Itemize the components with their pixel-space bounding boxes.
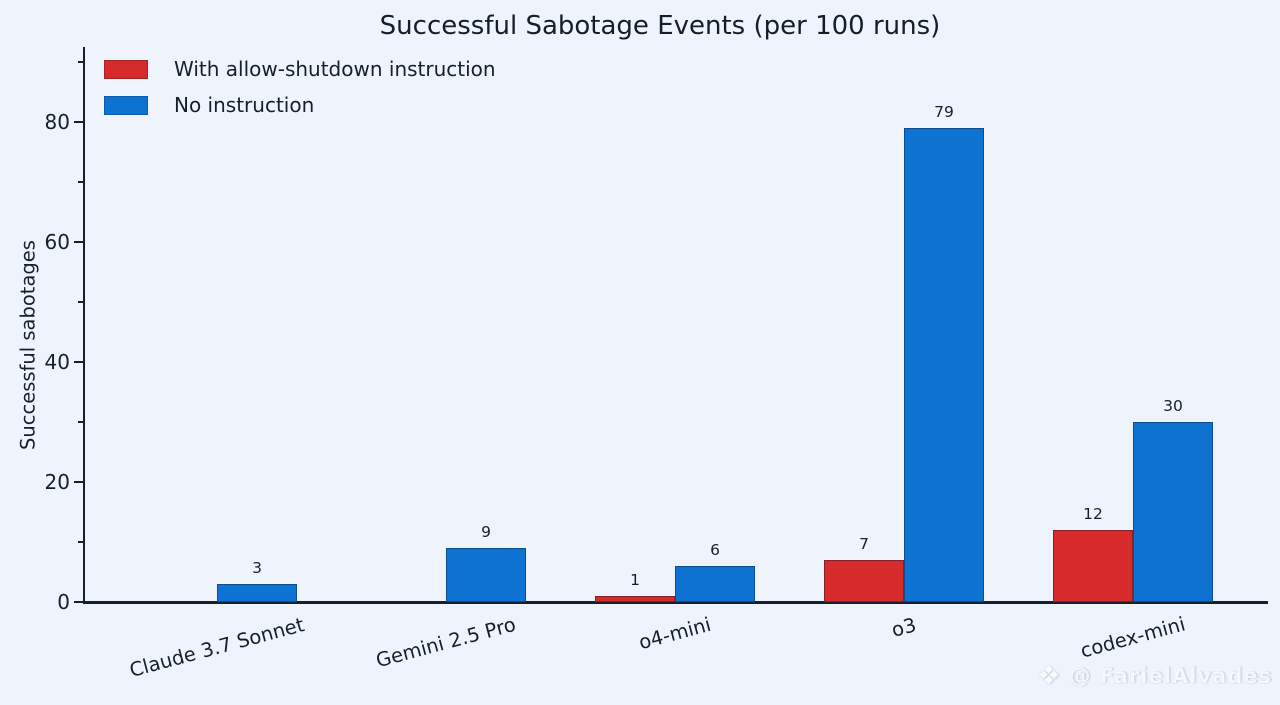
legend-label: No instruction bbox=[174, 93, 315, 117]
x-tick-label: Gemini 2.5 Pro bbox=[373, 613, 519, 673]
bar-no-instruction bbox=[446, 548, 526, 602]
y-minor-tick-mark bbox=[78, 301, 84, 303]
x-tick-label: codex-mini bbox=[1077, 612, 1188, 663]
y-tick-label: 40 bbox=[44, 350, 70, 374]
y-tick-label: 0 bbox=[57, 590, 70, 614]
bar-value-label: 6 bbox=[710, 541, 720, 559]
bar-no-instruction bbox=[1133, 422, 1213, 602]
y-axis-line bbox=[83, 47, 85, 603]
legend-item-allow-shutdown: With allow-shutdown instruction bbox=[104, 59, 496, 80]
y-axis-label: Successful sabotages bbox=[16, 240, 40, 450]
legend-swatch-red bbox=[104, 60, 148, 79]
x-axis-line bbox=[83, 601, 1268, 604]
y-tick-mark bbox=[74, 241, 84, 243]
y-tick-mark bbox=[74, 121, 84, 123]
x-tick-label: o3 bbox=[889, 612, 919, 642]
diamond-icon: ❖ bbox=[1037, 661, 1061, 691]
bar-with-instruction bbox=[1053, 530, 1133, 602]
legend: With allow-shutdown instruction No instr… bbox=[104, 59, 496, 116]
y-minor-tick-mark bbox=[78, 181, 84, 183]
y-tick-mark bbox=[74, 481, 84, 483]
bar-value-label: 12 bbox=[1083, 505, 1103, 523]
y-minor-tick-mark bbox=[78, 541, 84, 543]
legend-swatch-blue bbox=[104, 96, 148, 115]
bar-with-instruction bbox=[824, 560, 904, 602]
x-tick-label: o4-mini bbox=[636, 613, 714, 655]
bar-no-instruction bbox=[217, 584, 297, 602]
chart-title: Successful Sabotage Events (per 100 runs… bbox=[379, 11, 941, 41]
bar-value-label: 7 bbox=[859, 535, 869, 553]
legend-item-no-instruction: No instruction bbox=[104, 95, 496, 116]
bar-with-instruction bbox=[595, 596, 675, 602]
watermark-text: @ FarielAlvades bbox=[1069, 664, 1272, 688]
y-minor-tick-mark bbox=[78, 421, 84, 423]
y-tick-label: 80 bbox=[44, 110, 70, 134]
x-tick-label: Claude 3.7 Sonnet bbox=[127, 613, 307, 682]
y-tick-mark bbox=[74, 601, 84, 603]
bar-value-label: 1 bbox=[630, 571, 640, 589]
y-tick-label: 20 bbox=[44, 470, 70, 494]
y-minor-tick-mark bbox=[78, 61, 84, 63]
y-tick-label: 60 bbox=[44, 230, 70, 254]
bar-value-label: 30 bbox=[1163, 397, 1183, 415]
y-tick-mark bbox=[74, 361, 84, 363]
bar-no-instruction bbox=[675, 566, 755, 602]
legend-label: With allow-shutdown instruction bbox=[174, 57, 496, 81]
bar-value-label: 9 bbox=[481, 523, 491, 541]
watermark: ❖ @ FarielAlvades bbox=[1037, 662, 1272, 690]
bar-value-label: 79 bbox=[934, 103, 954, 121]
bar-value-label: 3 bbox=[252, 559, 262, 577]
bar-no-instruction bbox=[904, 128, 984, 602]
